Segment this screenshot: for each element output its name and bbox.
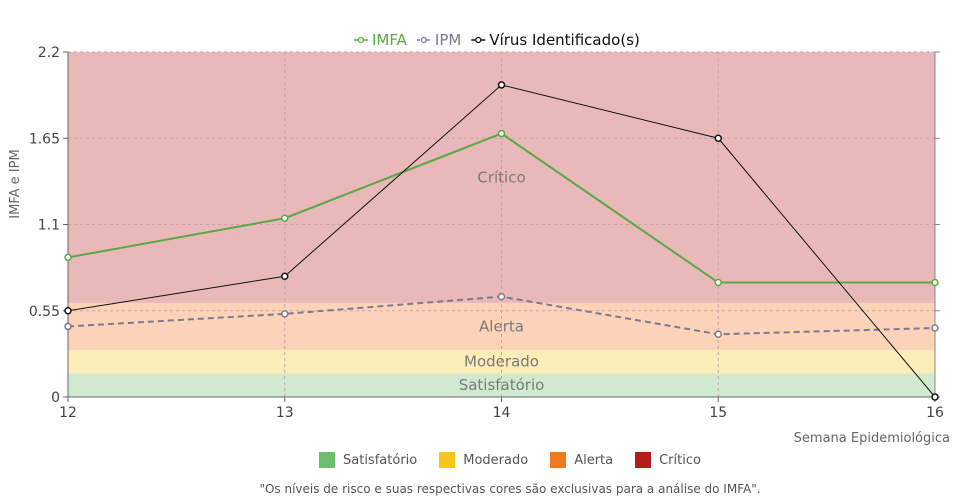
risk-legend-swatch [439, 452, 456, 468]
band-labels: Satisfatório Moderado Alerta Crítico [459, 168, 545, 394]
risk-legend-swatch [319, 452, 336, 468]
band-critico [68, 52, 935, 303]
series-imfa [64, 129, 939, 287]
legend-marker [357, 36, 365, 44]
risk-legend-item-critico[interactable]: Crítico [635, 452, 701, 468]
x-tick-label: 15 [709, 405, 727, 421]
legend-label: IPM [435, 31, 461, 49]
x-tick-label: 13 [276, 405, 294, 421]
series-ipm [64, 292, 939, 339]
y-tick-label: 1.1 [38, 218, 60, 234]
data-point[interactable] [64, 322, 72, 331]
risk-legend-swatch [635, 452, 652, 468]
data-point[interactable] [714, 278, 722, 287]
risk-legend-item-moderado[interactable]: Moderado [439, 452, 528, 468]
x-tick-label: 12 [59, 405, 77, 421]
y-tick-label: 0 [51, 390, 60, 406]
data-point[interactable] [714, 330, 722, 339]
data-point[interactable] [931, 393, 939, 401]
legend-marker [475, 36, 482, 44]
risk-legend-label: Satisfatório [343, 452, 418, 468]
y-tick-label: 1.65 [29, 131, 60, 147]
legend-item-virus-identificado-s[interactable]: Vírus Identificado(s) [471, 31, 640, 49]
legend-marker [420, 36, 427, 44]
data-point[interactable] [64, 253, 72, 262]
y-tick-label: 0.55 [29, 304, 60, 320]
data-point[interactable] [497, 129, 506, 138]
band-label-critico: Crítico [477, 168, 525, 186]
data-point[interactable] [497, 81, 506, 89]
chart-canvas: 0 0.55 1.1 1.65 2.2 12 13 14 15 16 Satisfatório Mo… [8, 31, 950, 446]
tick-labels: 0 0.55 1.1 1.65 2.2 12 13 14 15 16 [29, 45, 944, 421]
risk-legend-item-satisfatorio[interactable]: Satisfatório [319, 452, 417, 468]
band-moderado [68, 349, 935, 374]
data-point[interactable] [281, 310, 289, 318]
risk-legend-label: Moderado [463, 452, 529, 468]
series-legend: IMFA IPM Vírus Identificado(s) [354, 31, 640, 49]
data-point[interactable] [714, 134, 722, 142]
data-point[interactable] [497, 292, 506, 301]
legend-label: Vírus Identificado(s) [489, 31, 640, 49]
risk-legend-swatch [550, 452, 567, 468]
risk-legend-label: Crítico [659, 452, 701, 468]
data-point[interactable] [281, 272, 289, 280]
band-label-satisfatorio: Satisfatório [459, 376, 545, 394]
legend-label: IMFA [372, 31, 408, 49]
x-tick-label: 16 [926, 405, 944, 421]
risk-legend: Satisfatório Moderado Alerta Crítico [0, 452, 967, 468]
band-label-moderado: Moderado [464, 353, 539, 371]
series-virus-identificado-s [64, 81, 939, 401]
data-point[interactable] [64, 307, 72, 315]
data-point[interactable] [931, 324, 939, 332]
legend-item-ipm[interactable]: IPM [416, 31, 461, 49]
risk-note: "Os níveis de risco e suas respectivas c… [259, 482, 761, 496]
y-tick-label: 2.2 [38, 45, 60, 61]
risk-legend-item-alerta[interactable]: Alerta [550, 452, 613, 468]
y-axis-title: IMFA e IPM [8, 149, 23, 218]
x-axis-title: Semana Epidemiológica [794, 431, 950, 446]
band-satisfatorio [68, 373, 935, 397]
legend-item-imfa[interactable]: IMFA [354, 31, 408, 49]
x-tick-label: 14 [493, 405, 511, 421]
risk-legend-label: Alerta [574, 452, 614, 468]
data-point[interactable] [281, 214, 289, 222]
band-label-alerta: Alerta [479, 317, 524, 335]
data-point[interactable] [931, 278, 939, 287]
series-lines [64, 81, 939, 401]
